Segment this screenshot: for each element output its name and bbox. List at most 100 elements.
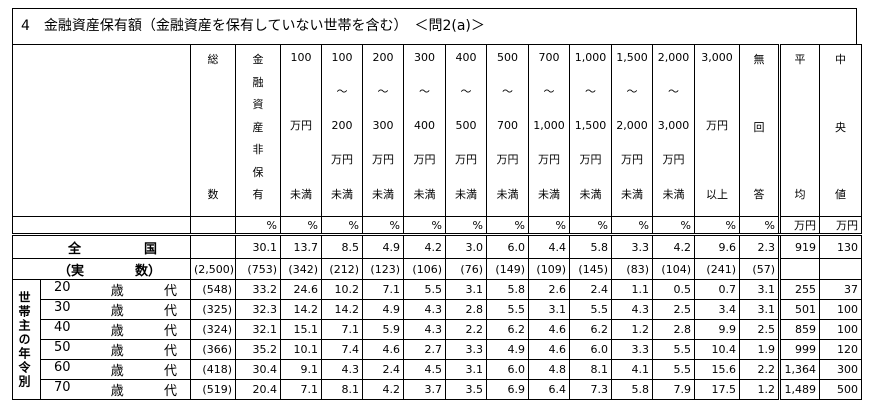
header-text: 値 [835,188,846,201]
value-cell: 4.3 [321,359,363,380]
header-text: 万円 [331,152,353,166]
header-text: ～ [543,85,555,99]
unit-cell: % [235,216,281,236]
value-cell: 100 [819,319,862,340]
header-text: ～ [377,85,389,99]
header-text: ～ [502,85,513,99]
header-text: 万円 [579,152,602,166]
header-text: 中 [835,53,846,66]
corner-cell [12,44,191,217]
value-cell: 4.6 [528,319,570,340]
value-cell: (325) [190,299,236,320]
header-text: 未満 [538,188,560,201]
value-cell: 10.1 [280,339,322,360]
value-cell: 9.1 [280,359,322,380]
value-cell: 5.5 [569,299,612,320]
header-text: 無 [753,53,765,66]
row-label: 全国 [16,238,187,257]
value-cell [778,258,820,280]
header-cell: 200 ～ 300 万円 未満 [362,44,404,217]
header-text: 1,000 [533,118,565,132]
header-text: 3,000 [701,51,733,64]
value-cell: 3.4 [694,299,740,320]
data-row: 世帯主の年令別 20 歳代 (548) 33.2 24.6 10.2 7.1 5.5 3.1 5.8… [12,279,862,400]
value-cell: 2.4 [362,359,404,380]
row-label-text: 歳 [110,384,124,399]
header-text: ～ [419,85,430,99]
row-label: 30 歳 代 [44,300,187,319]
value-cell: 7.9 [652,379,695,400]
group-label-text: 世帯主の年令別 [17,290,31,389]
row-label-cell: 70 歳 代 [40,379,191,400]
value-cell: (2,500) [190,258,236,280]
unit-cell: % [611,216,653,236]
row-label-text: 代 [163,344,177,359]
value-cell: 120 [819,339,862,360]
group-label: 世帯主の年令別 [12,279,41,400]
row-label-text: 歳 [110,324,124,339]
value-cell: 5.8 [486,279,529,300]
value-cell: 2.8 [445,299,487,320]
header-text: 万円 [662,152,685,166]
value-cell: 919 [778,234,820,259]
header-text: 万円 [290,119,312,132]
row-label-text: 歳 [110,304,124,319]
header-text: 700 [538,51,560,64]
value-cell: 100 [819,299,862,320]
header-text: 平 [794,53,806,66]
value-cell: 5.8 [569,234,612,259]
value-cell: 32.3 [235,299,281,320]
header-cell: 1,500 ～ 2,000 万円 未満 [611,44,653,217]
row-label-text: 30 [54,300,71,316]
header-text: 保 [252,165,264,179]
value-cell: (145) [569,258,612,280]
header-text: 万円 [372,152,394,166]
header-text: 未満 [496,188,519,201]
header-text: 回 [753,120,765,134]
value-cell: 2.8 [652,319,695,340]
value-cell: 4.2 [652,234,695,259]
row-label-text: 60 [54,360,71,376]
unit-cell: % [321,216,363,236]
header-text: 200 [372,51,394,64]
header-lines: 無回答 [741,51,779,202]
header-cell: 400 ～ 500 万円 未満 [445,44,487,217]
value-cell: 4.5 [403,359,446,380]
value-cell: 7.1 [280,379,322,400]
row-label-text: 代 [163,384,177,399]
header-text: 万円 [706,119,728,132]
value-cell: (106) [403,258,446,280]
value-cell: (519) [190,379,236,400]
value-cell: (104) [652,258,695,280]
row-label-text: 50 [54,340,71,356]
unit-cell: % [362,216,404,236]
header-text: 500 [497,51,518,64]
unit-cell: 万円 [778,216,820,236]
header-cell: 3,000 万円 以上 [694,44,740,217]
value-cell: 5.8 [611,379,653,400]
unit-cell: % [652,216,695,236]
header-text: ～ [585,85,596,99]
value-cell: 9.6 [694,234,740,259]
row-label: 40 歳 代 [44,321,187,339]
value-cell: (418) [190,359,236,380]
header-cell: 平均 [778,44,820,217]
value-cell: 4.9 [486,339,529,360]
value-cell: 3.3 [611,339,653,360]
value-cell: 33.2 [235,279,281,300]
unit-cell [190,216,236,236]
header-cell: 500 ～ 700 万円 未満 [486,44,529,217]
value-cell: 10.4 [694,339,740,360]
header-cell: 中央値 [819,44,862,217]
header-lines: 1,500 ～ 2,000 万円 未満 [613,51,652,202]
header-lines: 400 ～ 500 万円 未満 [447,51,486,202]
unit-cell: % [694,216,740,236]
value-cell: 8.1 [321,379,363,400]
header-text: 答 [753,188,765,201]
row-label: （実 数） [16,260,187,279]
value-cell: 37 [819,279,862,300]
value-cell: 1,489 [778,379,820,400]
value-cell: (212) [321,258,363,280]
value-cell: 4.6 [362,339,404,360]
data-row: 全国 30.1 13.7 8.5 4.9 4.2 3.0 6.0 4.4 5.8 3.3 4.2 9.6… [12,234,862,259]
